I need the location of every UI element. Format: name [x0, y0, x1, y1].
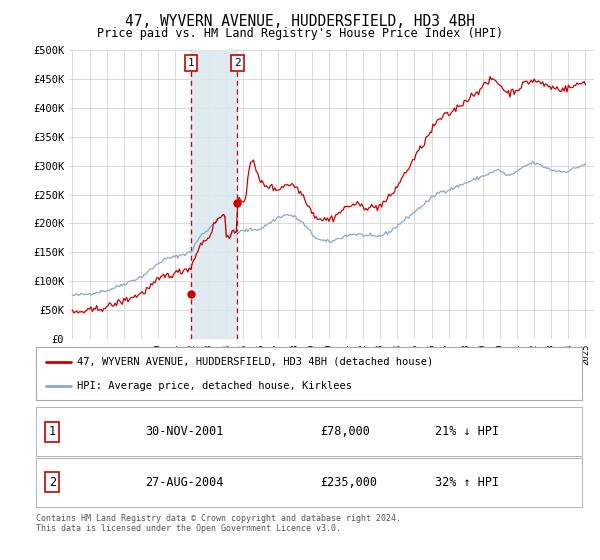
Text: HPI: Average price, detached house, Kirklees: HPI: Average price, detached house, Kirk… [77, 381, 352, 391]
Text: 47, WYVERN AVENUE, HUDDERSFIELD, HD3 4BH (detached house): 47, WYVERN AVENUE, HUDDERSFIELD, HD3 4BH… [77, 357, 433, 367]
Text: 27-AUG-2004: 27-AUG-2004 [145, 475, 224, 489]
Text: £78,000: £78,000 [320, 425, 370, 438]
Text: 47, WYVERN AVENUE, HUDDERSFIELD, HD3 4BH: 47, WYVERN AVENUE, HUDDERSFIELD, HD3 4BH [125, 14, 475, 29]
Text: Price paid vs. HM Land Registry's House Price Index (HPI): Price paid vs. HM Land Registry's House … [97, 27, 503, 40]
Text: £235,000: £235,000 [320, 475, 377, 489]
Text: Contains HM Land Registry data © Crown copyright and database right 2024.
This d: Contains HM Land Registry data © Crown c… [36, 514, 401, 534]
Bar [191, 50, 238, 339]
Text: 2: 2 [234, 58, 241, 68]
Text: 21% ↓ HPI: 21% ↓ HPI [434, 425, 499, 438]
Text: 32% ↑ HPI: 32% ↑ HPI [434, 475, 499, 489]
Text: 1: 1 [49, 425, 56, 438]
Text: 30-NOV-2001: 30-NOV-2001 [145, 425, 224, 438]
Text: 2: 2 [49, 475, 56, 489]
Text: 1: 1 [187, 58, 194, 68]
